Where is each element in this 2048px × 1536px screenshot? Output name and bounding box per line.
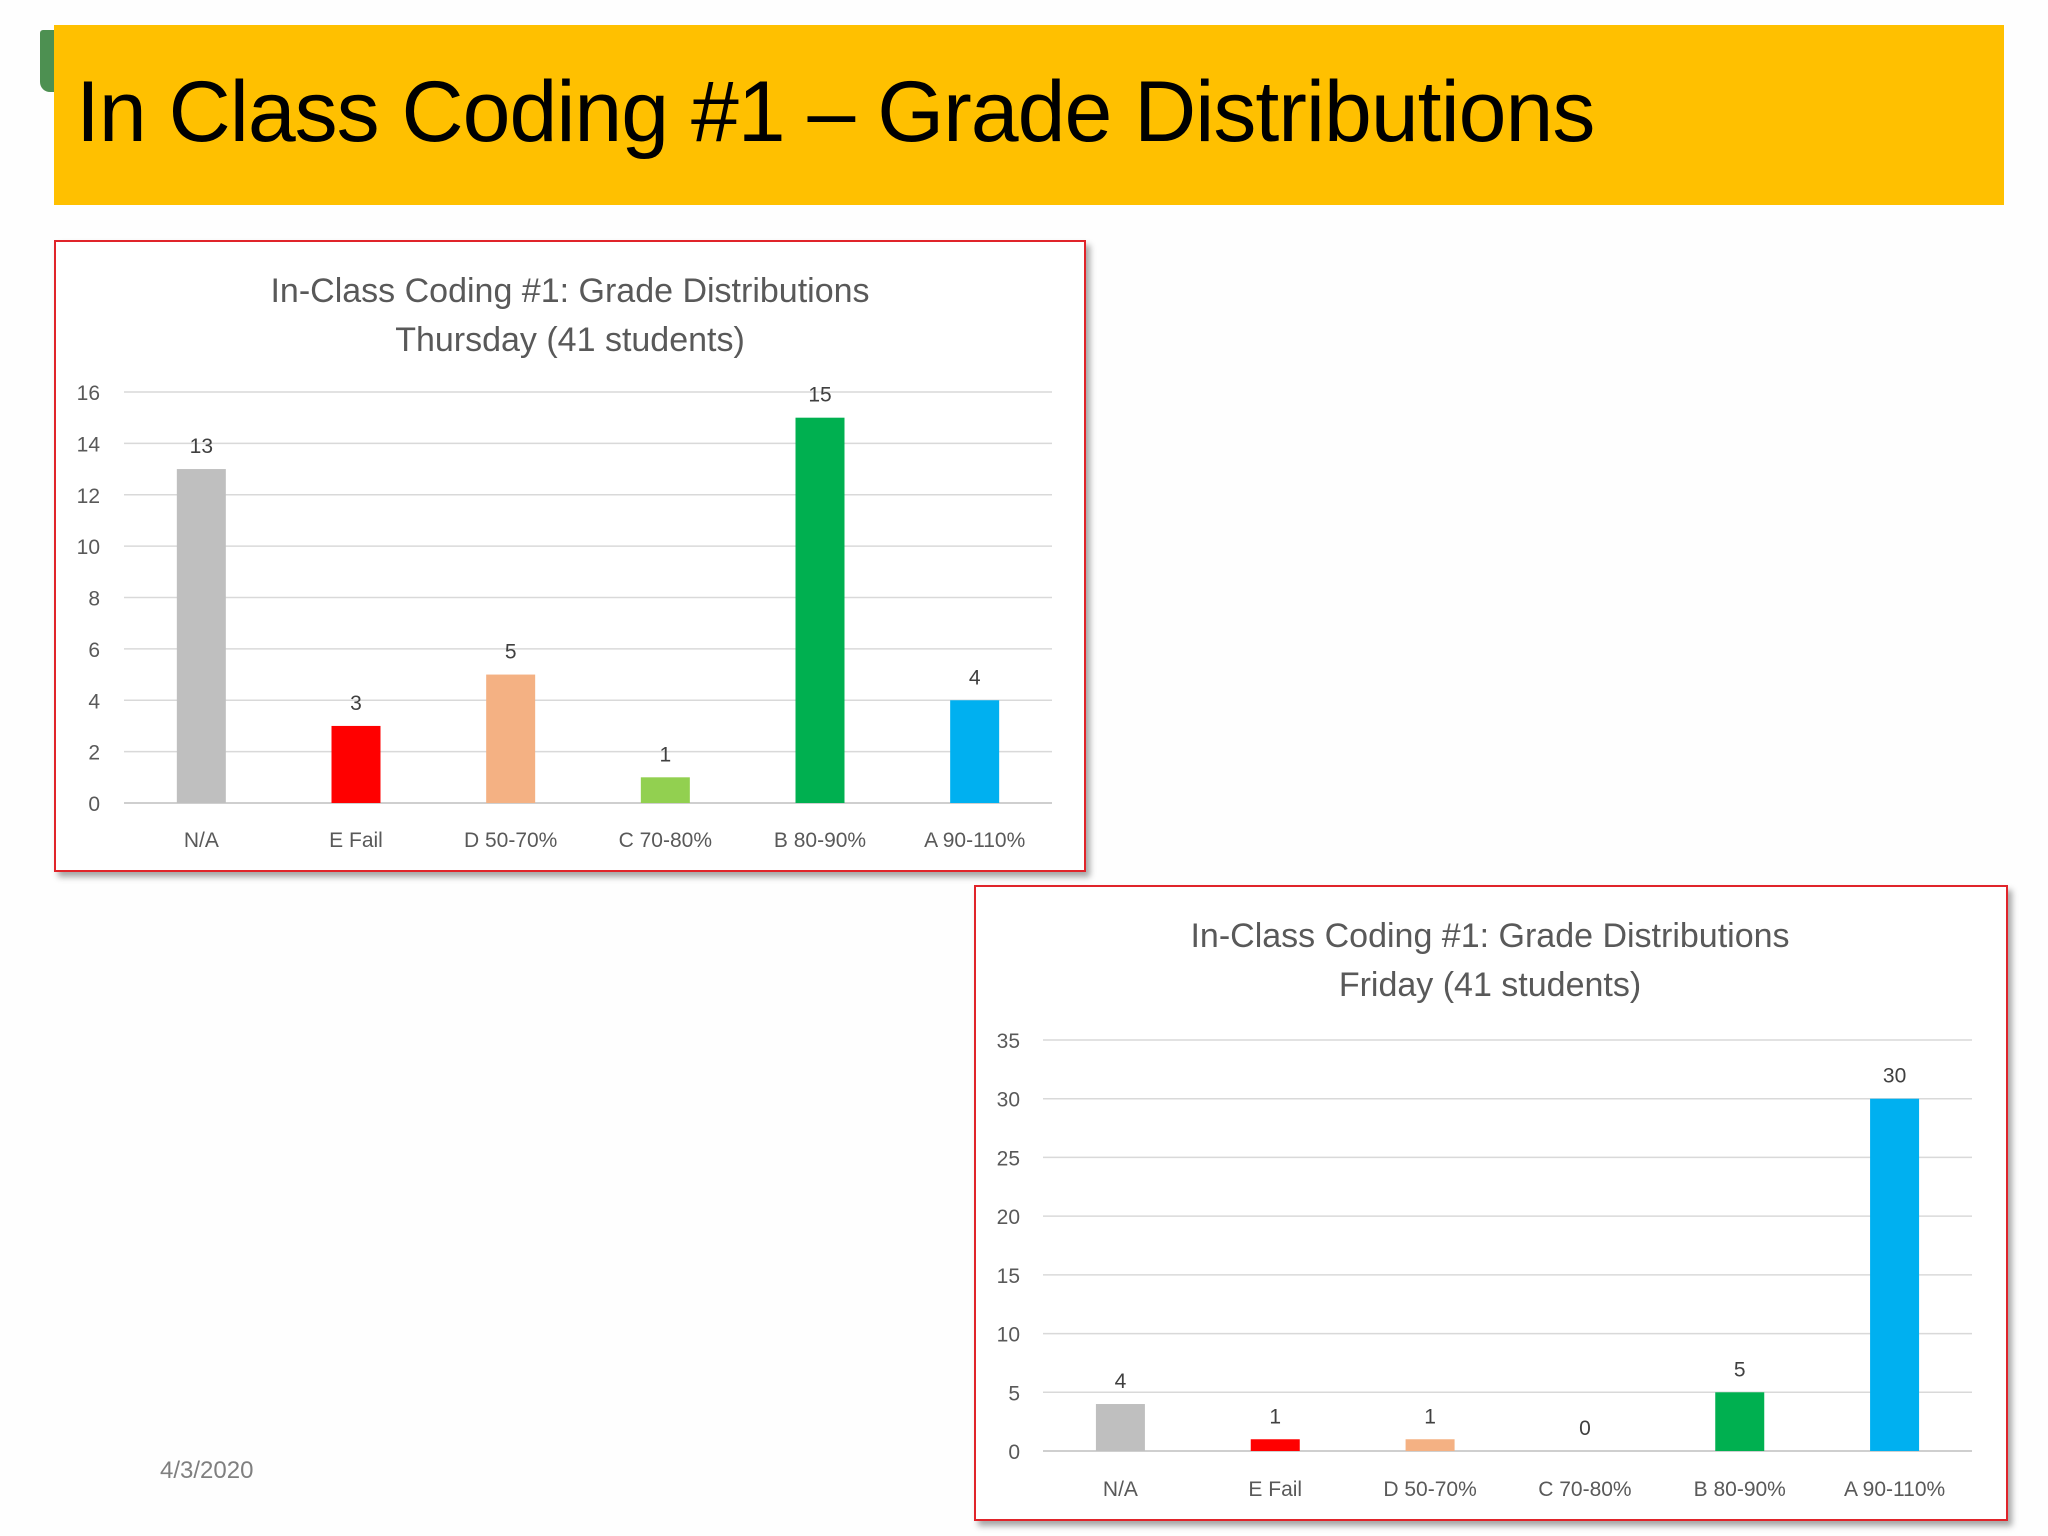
- y-tick-label: 0: [1008, 1441, 1020, 1464]
- bar: [1095, 1404, 1145, 1451]
- x-tick-label: C 70-80%: [1538, 1478, 1631, 1501]
- data-label: 15: [808, 384, 831, 407]
- x-tick-label: A 90-110%: [1844, 1478, 1945, 1501]
- x-tick-label: N/A: [1103, 1478, 1138, 1501]
- chart-subtitle: Friday (41 students): [1339, 966, 1641, 1004]
- x-tick-label: C 70-80%: [619, 829, 712, 852]
- x-tick-label: A 90-110%: [924, 829, 1025, 852]
- bar: [1250, 1439, 1300, 1451]
- y-tick-label: 10: [77, 536, 100, 559]
- page-title: In Class Coding #1 – Grade Distributions: [76, 64, 1595, 160]
- x-tick-label: B 80-90%: [1694, 1478, 1786, 1501]
- slide-date: 4/3/2020: [160, 1457, 254, 1484]
- y-tick-label: 20: [997, 1206, 1020, 1229]
- data-label: 1: [1424, 1405, 1436, 1428]
- y-tick-label: 10: [997, 1324, 1020, 1347]
- chart-subtitle: Thursday (41 students): [395, 321, 745, 359]
- y-tick-label: 6: [88, 639, 100, 662]
- data-label: 0: [1579, 1417, 1591, 1440]
- y-tick-label: 4: [88, 690, 100, 713]
- bar: [950, 700, 1000, 803]
- bar: [640, 777, 690, 803]
- bar: [331, 725, 381, 803]
- data-label: 1: [659, 743, 671, 766]
- bar: [1715, 1392, 1765, 1451]
- data-label: 3: [350, 692, 362, 715]
- y-tick-label: 35: [997, 1030, 1020, 1053]
- bar: [1870, 1098, 1920, 1451]
- x-tick-label: E Fail: [1248, 1478, 1302, 1501]
- bar: [176, 469, 226, 803]
- data-label: 5: [505, 641, 517, 664]
- y-tick-label: 5: [1008, 1382, 1020, 1405]
- y-tick-label: 30: [997, 1089, 1020, 1112]
- data-label: 1: [1269, 1405, 1281, 1428]
- bar: [486, 674, 536, 803]
- y-tick-label: 0: [88, 793, 100, 816]
- chart-title: In-Class Coding #1: Grade Distributions: [270, 272, 869, 310]
- y-tick-label: 2: [88, 742, 100, 765]
- data-label: 4: [969, 666, 981, 689]
- data-label: 13: [190, 435, 213, 458]
- y-tick-label: 12: [77, 485, 100, 508]
- chart-thursday-svg: In-Class Coding #1: Grade Distributions T…: [77, 272, 1052, 852]
- chart-thursday: In-Class Coding #1: Grade Distributions T…: [54, 240, 1086, 872]
- x-tick-label: D 50-70%: [464, 829, 557, 852]
- bar: [1405, 1439, 1455, 1451]
- chart-title: In-Class Coding #1: Grade Distributions: [1190, 917, 1789, 955]
- data-label: 5: [1734, 1358, 1746, 1381]
- x-tick-label: D 50-70%: [1383, 1478, 1476, 1501]
- y-tick-label: 8: [88, 588, 100, 611]
- y-tick-label: 16: [77, 382, 100, 405]
- data-label: 4: [1115, 1370, 1127, 1393]
- chart-friday: In-Class Coding #1: Grade Distributions F…: [974, 885, 2008, 1521]
- title-bar: In Class Coding #1 – Grade Distributions: [54, 25, 2004, 205]
- y-tick-label: 25: [997, 1147, 1020, 1170]
- data-label: 30: [1883, 1065, 1906, 1088]
- y-tick-label: 15: [997, 1265, 1020, 1288]
- y-tick-label: 14: [77, 433, 101, 456]
- chart-friday-svg: In-Class Coding #1: Grade Distributions F…: [997, 917, 1972, 1501]
- x-tick-label: E Fail: [329, 829, 383, 852]
- x-tick-label: N/A: [184, 829, 219, 852]
- bar: [795, 417, 845, 803]
- x-tick-label: B 80-90%: [774, 829, 866, 852]
